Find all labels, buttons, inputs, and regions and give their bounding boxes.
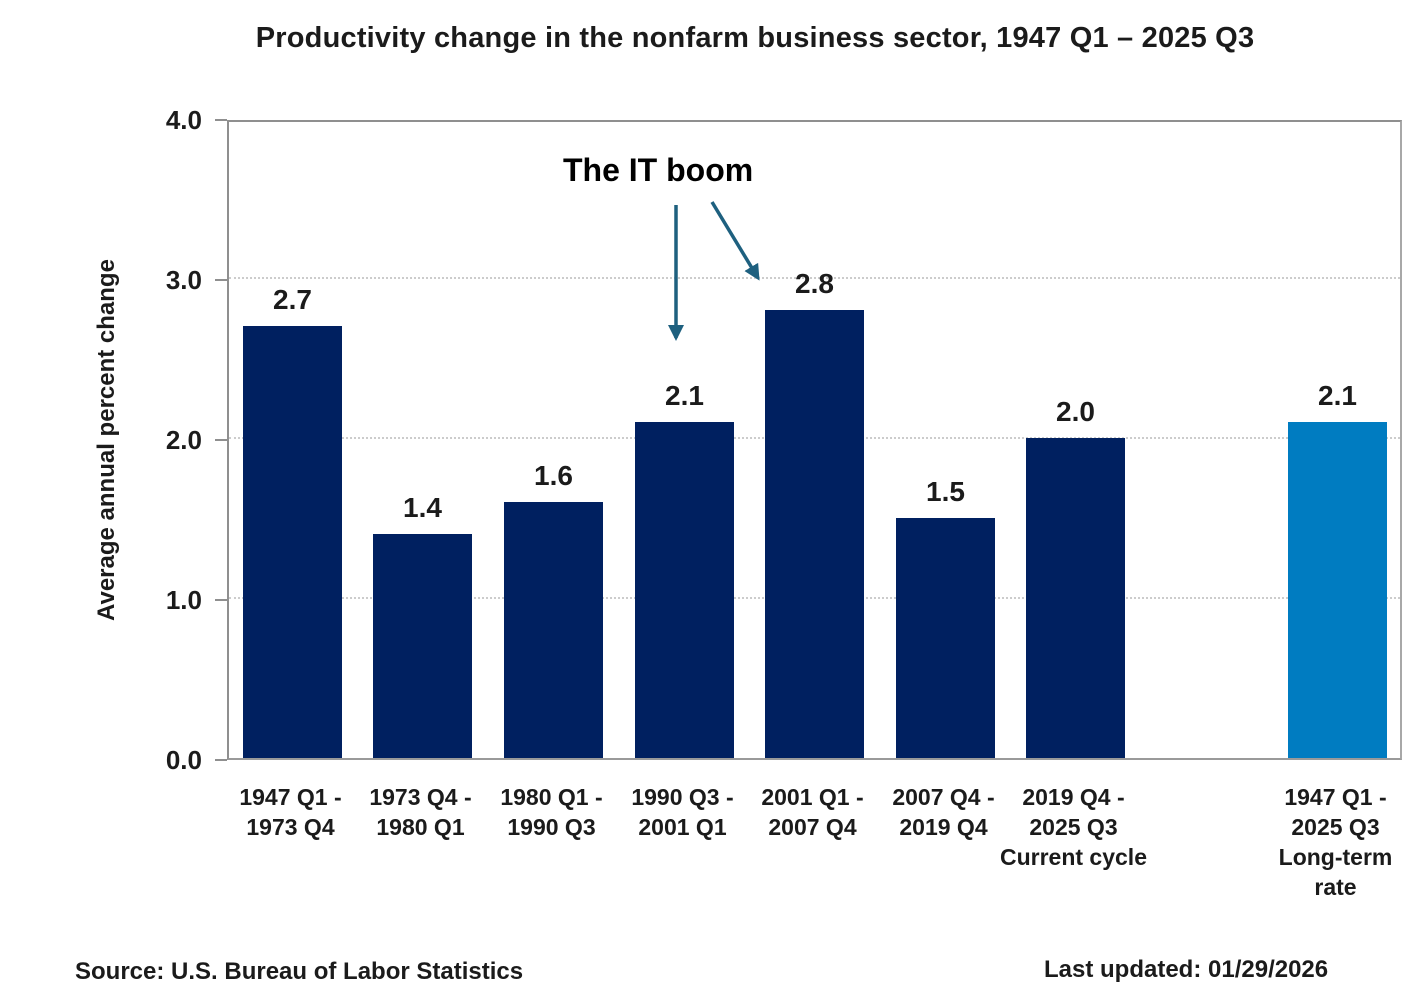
x-category-label-line: 1980 Q1 - bbox=[500, 784, 603, 810]
x-category-label-line: 1947 Q1 - bbox=[239, 784, 342, 810]
x-category-label-line: 2001 Q1 - bbox=[761, 784, 864, 810]
x-category-label-line: 2019 Q4 - bbox=[1022, 784, 1125, 810]
x-category-label-line: Current cycle bbox=[999, 844, 1147, 870]
bar-value-label: 2.0 bbox=[1056, 396, 1095, 427]
x-category-label-line: 2007 Q4 bbox=[768, 814, 857, 840]
bar-1973-q4-1980-q1 bbox=[373, 534, 472, 758]
source-text: Source: U.S. Bureau of Labor Statistics bbox=[75, 958, 524, 985]
x-category-label-line: 1990 Q3 - bbox=[631, 784, 734, 810]
x-category-label-line: 2007 Q4 - bbox=[892, 784, 995, 810]
x-category-label: 2001 Q1 - 2007 Q4 bbox=[713, 782, 913, 842]
x-category-label: 2007 Q4 - 2019 Q4 bbox=[844, 782, 1044, 842]
x-category-label-line: 1980 Q1 bbox=[376, 814, 465, 840]
x-category-label: 1990 Q3 - 2001 Q1 bbox=[583, 782, 783, 842]
annotation-text: The IT boom bbox=[563, 152, 754, 188]
x-category-label: 1947 Q1 - 1973 Q4 bbox=[191, 782, 391, 842]
x-category-label: 1947 Q1 - 2025 Q3 Long-term rate bbox=[1236, 782, 1428, 902]
chart-title: Productivity change in the nonfarm busin… bbox=[255, 22, 1255, 54]
x-category-label-line: 1973 Q4 bbox=[246, 814, 335, 840]
x-category-label-line: 1973 Q4 - bbox=[369, 784, 472, 810]
bar-value-label: 2.1 bbox=[665, 380, 704, 411]
x-category-label: 1980 Q1 - 1990 Q3 bbox=[452, 782, 652, 842]
bar-1947-q1-2025-q3-long-term-rate bbox=[1288, 422, 1387, 758]
bar-value-label: 1.6 bbox=[534, 460, 573, 491]
bar-2019-q4-2025-q3-current-cycle bbox=[1026, 438, 1125, 758]
bar-1990-q3-2001-q1 bbox=[635, 422, 734, 758]
y-tick-mark bbox=[215, 119, 227, 121]
bar-1947-q1-1973-q4 bbox=[243, 326, 342, 758]
bar-value-label: 1.5 bbox=[926, 476, 965, 507]
plot-area: 2.7 1.4 1.6 2.1 2.8 1.5 2.0 2.1 bbox=[227, 120, 1402, 760]
y-tick-label-2.0: 2.0 bbox=[165, 425, 202, 455]
x-category-label-line: 2025 Q3 bbox=[1029, 814, 1118, 840]
x-category-label-line: 2001 Q1 bbox=[638, 814, 727, 840]
y-tick-mark bbox=[215, 759, 227, 761]
x-category-label-line: 2019 Q4 bbox=[899, 814, 988, 840]
x-category-label-line: 1990 Q3 bbox=[507, 814, 596, 840]
y-tick-label-1.0: 1.0 bbox=[165, 585, 202, 615]
bar-value-label: 1.4 bbox=[403, 492, 442, 523]
y-tick-label-0.0: 0.0 bbox=[165, 745, 202, 775]
bar-value-label: 2.7 bbox=[273, 284, 312, 315]
y-tick-mark bbox=[215, 279, 227, 281]
bar-value-label: 2.1 bbox=[1318, 380, 1357, 411]
bar-2007-q4-2019-q4 bbox=[896, 518, 995, 758]
bar-2001-q1-2007-q4 bbox=[765, 310, 864, 758]
x-category-label-line: Long-term bbox=[1278, 844, 1393, 870]
gridline-3.0 bbox=[229, 277, 1400, 279]
x-category-label-line: rate bbox=[1314, 874, 1357, 900]
y-tick-mark bbox=[215, 599, 227, 601]
x-category-label: 2019 Q4 - 2025 Q3 Current cycle bbox=[974, 782, 1174, 872]
y-tick-mark bbox=[215, 439, 227, 441]
y-tick-label-3.0: 3.0 bbox=[165, 265, 202, 295]
y-tick-label-4.0: 4.0 bbox=[165, 105, 202, 135]
x-category-label: 1973 Q4 - 1980 Q1 bbox=[321, 782, 521, 842]
last-updated-text: Last updated: 01/29/2026 bbox=[1044, 956, 1329, 983]
bar-value-label: 2.8 bbox=[795, 268, 834, 299]
x-category-label-line: 1947 Q1 - bbox=[1284, 784, 1387, 810]
y-axis-label: Average annual percent change bbox=[93, 259, 120, 621]
x-category-label-line: 2025 Q3 bbox=[1291, 814, 1380, 840]
bar-1980-q1-1990-q3 bbox=[504, 502, 603, 758]
